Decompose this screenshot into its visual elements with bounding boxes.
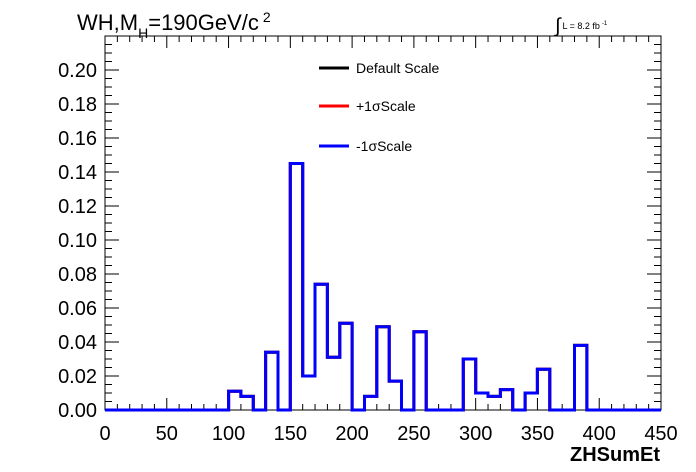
legend-label: -1σScale — [356, 138, 412, 154]
series-1-scale — [105, 162, 661, 412]
series-layer — [105, 162, 661, 412]
x-tick-label: 100 — [212, 423, 245, 445]
x-tick-labels: 0 50 100 150 200 250 300 350 400 450 — [99, 423, 677, 445]
x-tick-label: 350 — [521, 423, 554, 445]
y-tick-label: 0.06 — [58, 298, 97, 320]
x-tick-label: 300 — [459, 423, 492, 445]
y-tick-label: 0.16 — [58, 128, 97, 150]
y-tick-label: 0.10 — [58, 230, 97, 252]
x-tick-label: 50 — [156, 423, 178, 445]
chart-title: WH,MH=190GeV/c 2 — [77, 9, 271, 41]
x-tick-label: 150 — [274, 423, 307, 445]
legend: Default Scale +1σScale -1σScale — [319, 60, 439, 154]
luminosity-label: ∫ L = 8.2 fb -1 — [554, 15, 608, 37]
y-tick-label: 0.14 — [58, 162, 97, 184]
x-tick-label: 0 — [99, 423, 110, 445]
y-tick-labels: 0.00 0.02 0.04 0.06 0.08 0.10 0.12 0.14 0.16 0.18… — [58, 60, 97, 422]
y-tick-label: 0.08 — [58, 264, 97, 286]
x-tick-label: 200 — [335, 423, 368, 445]
y-tick-label: 0.02 — [58, 366, 97, 388]
x-tick-label: 250 — [397, 423, 430, 445]
x-tick-label: 400 — [583, 423, 616, 445]
y-tick-label: 0.18 — [58, 94, 97, 116]
x-tick-label: 450 — [644, 423, 677, 445]
x-axis-label: ZHSumEt — [570, 444, 660, 466]
legend-label: +1σScale — [356, 98, 416, 114]
axis-ticks — [104, 35, 662, 411]
y-tick-label: 0.04 — [58, 332, 97, 354]
y-tick-label: 0.20 — [58, 60, 97, 82]
legend-label: Default Scale — [356, 60, 439, 76]
y-tick-label: 0.00 — [58, 400, 97, 422]
y-tick-label: 0.12 — [58, 196, 97, 218]
